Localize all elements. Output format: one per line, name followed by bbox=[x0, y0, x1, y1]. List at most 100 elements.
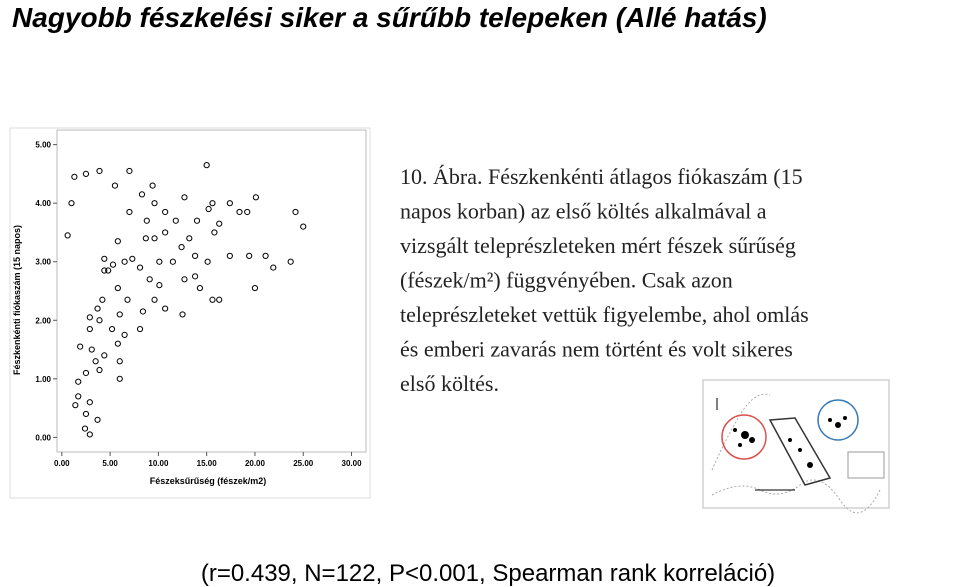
point bbox=[88, 346, 95, 353]
point bbox=[86, 325, 93, 333]
point bbox=[151, 200, 158, 207]
point bbox=[68, 200, 75, 207]
point bbox=[169, 258, 176, 265]
point bbox=[72, 402, 79, 409]
point bbox=[75, 393, 82, 400]
point bbox=[105, 267, 112, 274]
caption-line: és emberi zavarás nem történt és volt si… bbox=[400, 337, 793, 362]
point bbox=[86, 399, 93, 406]
point bbox=[136, 325, 144, 333]
point bbox=[114, 340, 121, 347]
y-tick-label: 4.00 bbox=[35, 199, 51, 208]
point bbox=[244, 208, 251, 216]
x-tick-label: 0.00 bbox=[54, 459, 70, 468]
point bbox=[236, 208, 243, 216]
point bbox=[116, 375, 123, 382]
point bbox=[209, 200, 216, 207]
point bbox=[136, 264, 144, 271]
point bbox=[162, 305, 169, 312]
point bbox=[139, 308, 147, 315]
point bbox=[300, 223, 307, 230]
point bbox=[186, 235, 193, 242]
point bbox=[191, 252, 199, 259]
point bbox=[216, 220, 223, 227]
point bbox=[246, 252, 253, 259]
point bbox=[77, 343, 84, 350]
point bbox=[209, 296, 216, 303]
caption-line: napos korban) az első költés alkalmával … bbox=[400, 199, 767, 224]
point bbox=[156, 282, 163, 289]
point bbox=[172, 217, 179, 224]
footer-note: (r=0.439, N=122, P<0.001, Spearman rank … bbox=[201, 560, 775, 587]
point bbox=[287, 258, 294, 265]
x-tick-label: 25.00 bbox=[293, 459, 314, 468]
y-tick-label: 3.00 bbox=[35, 258, 51, 267]
point bbox=[96, 317, 103, 324]
point bbox=[129, 255, 136, 262]
caption: 10. Ábra. Fészkenkénti átlagos fiókaszám… bbox=[400, 164, 809, 396]
point bbox=[146, 276, 153, 283]
caption-line: első költés. bbox=[400, 371, 499, 396]
point bbox=[292, 208, 299, 216]
map-inset bbox=[702, 379, 890, 514]
x-tick-label: 20.00 bbox=[245, 459, 266, 468]
point bbox=[108, 325, 116, 333]
point bbox=[126, 208, 133, 216]
point bbox=[156, 258, 163, 265]
point bbox=[251, 284, 259, 292]
point bbox=[226, 252, 233, 259]
point bbox=[252, 194, 260, 201]
y-axis-label: Fészkenkénti fiókaszám (15 napos) bbox=[12, 225, 22, 375]
point bbox=[216, 296, 223, 303]
point bbox=[126, 167, 133, 175]
point bbox=[181, 194, 188, 201]
caption-line: teleprészleteket vettük figyelembe, ahol… bbox=[400, 302, 809, 327]
point bbox=[226, 200, 233, 207]
caption-line: 10. Ábra. Fészkenkénti átlagos fiókaszám… bbox=[400, 164, 803, 189]
y-tick-label: 2.00 bbox=[35, 316, 51, 325]
caption-line: (fészek/m²) függvényében. Csak azon bbox=[400, 268, 733, 293]
point bbox=[114, 284, 121, 292]
caption-line: vizsgált teleprészleteken mért fészek sű… bbox=[400, 233, 796, 258]
point bbox=[149, 182, 156, 189]
point bbox=[109, 261, 117, 268]
point bbox=[86, 314, 93, 321]
x-tick-label: 5.00 bbox=[102, 459, 118, 468]
point bbox=[121, 258, 128, 265]
point bbox=[64, 232, 71, 239]
point bbox=[94, 305, 101, 312]
point bbox=[204, 258, 211, 265]
point bbox=[101, 267, 108, 274]
point bbox=[193, 217, 201, 224]
point bbox=[114, 238, 121, 245]
point bbox=[96, 167, 103, 175]
x-tick-label: 10.00 bbox=[148, 459, 169, 468]
point bbox=[262, 252, 269, 259]
point bbox=[121, 331, 128, 339]
point bbox=[99, 296, 106, 303]
point bbox=[82, 410, 90, 418]
point bbox=[142, 235, 149, 242]
point bbox=[94, 416, 101, 423]
point bbox=[211, 229, 218, 236]
point bbox=[81, 425, 89, 432]
point bbox=[111, 182, 119, 189]
point bbox=[138, 191, 146, 198]
point bbox=[196, 284, 204, 292]
y-tick-label: 5.00 bbox=[35, 141, 51, 150]
point bbox=[101, 352, 108, 359]
point bbox=[191, 273, 199, 280]
slide-title: Nagyobb fészkelési siker a sűrűbb telepe… bbox=[12, 2, 767, 33]
point bbox=[181, 276, 188, 283]
point bbox=[101, 255, 108, 262]
point bbox=[116, 311, 123, 318]
point bbox=[96, 366, 103, 374]
y-tick-label: 0.00 bbox=[35, 433, 51, 442]
plot-area bbox=[56, 129, 367, 453]
point bbox=[71, 173, 78, 180]
point bbox=[75, 378, 82, 385]
y-tick-label: 1.00 bbox=[35, 375, 51, 384]
x-tick-label: 15.00 bbox=[197, 459, 218, 468]
